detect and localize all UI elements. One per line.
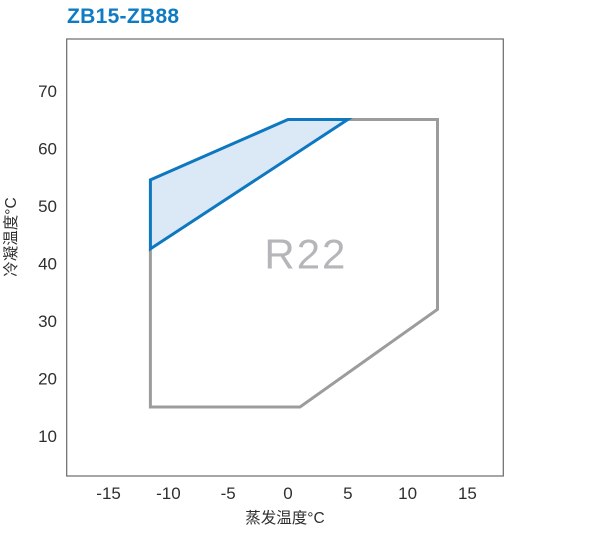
refrigerant-label: R22 bbox=[264, 231, 347, 278]
x-tick-label: -10 bbox=[156, 484, 181, 503]
y-tick-label: 40 bbox=[38, 254, 57, 273]
y-axis-title: 冷凝温度°C bbox=[2, 197, 20, 276]
y-tick-label: 70 bbox=[38, 82, 57, 101]
r22-envelope-outline bbox=[148, 118, 439, 409]
zb15-zb88-extension-zone bbox=[148, 118, 353, 252]
plot-frame bbox=[66, 38, 504, 477]
x-tick-label: -5 bbox=[221, 484, 236, 503]
y-tick-label: 10 bbox=[38, 427, 57, 446]
y-tick-label: 30 bbox=[38, 312, 57, 331]
y-tick-label: 50 bbox=[38, 197, 57, 216]
x-tick-label: 15 bbox=[458, 484, 477, 503]
x-tick-label: 10 bbox=[398, 484, 417, 503]
x-tick-label: 5 bbox=[343, 484, 352, 503]
x-tick-label: 0 bbox=[283, 484, 292, 503]
x-axis-title: 蒸发温度°C bbox=[245, 509, 324, 527]
chart-title: ZB15-ZB88 bbox=[67, 5, 180, 28]
y-tick-label: 60 bbox=[38, 139, 57, 158]
x-tick-label: -15 bbox=[96, 484, 121, 503]
y-tick-label: 20 bbox=[38, 369, 57, 388]
